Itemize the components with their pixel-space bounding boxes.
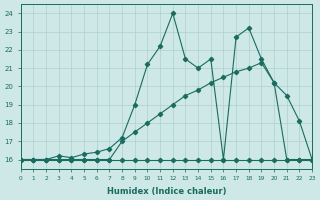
X-axis label: Humidex (Indice chaleur): Humidex (Indice chaleur) bbox=[107, 187, 226, 196]
